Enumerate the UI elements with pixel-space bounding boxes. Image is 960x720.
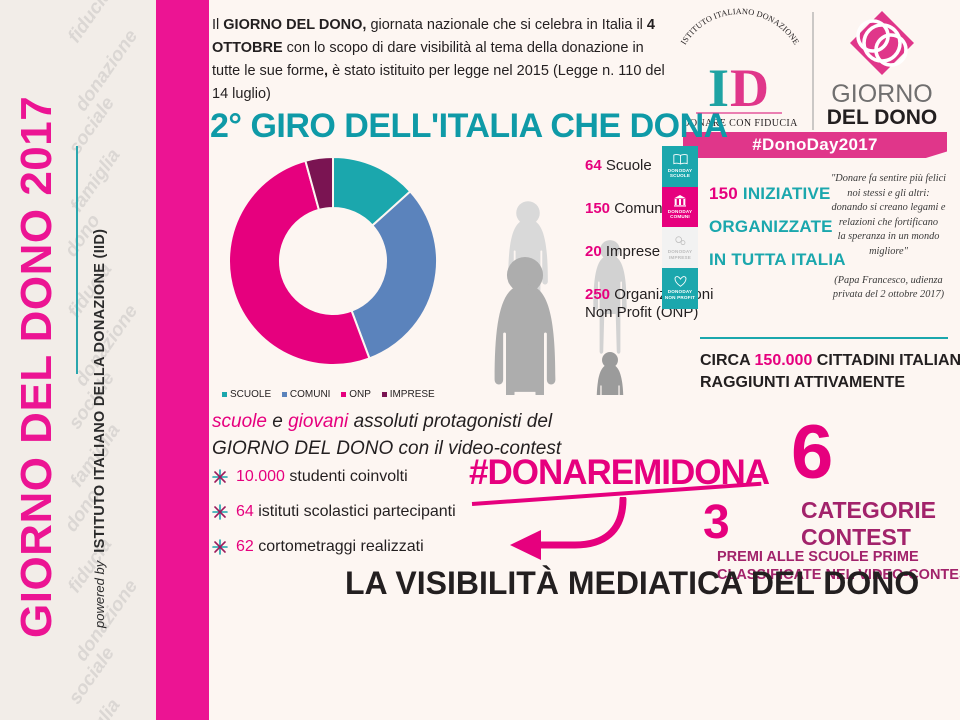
- svg-text:GIORNO: GIORNO: [831, 80, 932, 108]
- svg-text:ISTITUTO ITALIANO DONAZIONE: ISTITUTO ITALIANO DONAZIONE: [679, 8, 801, 46]
- svg-text:DEL DONO: DEL DONO: [827, 106, 937, 129]
- svg-text:D: D: [730, 58, 769, 118]
